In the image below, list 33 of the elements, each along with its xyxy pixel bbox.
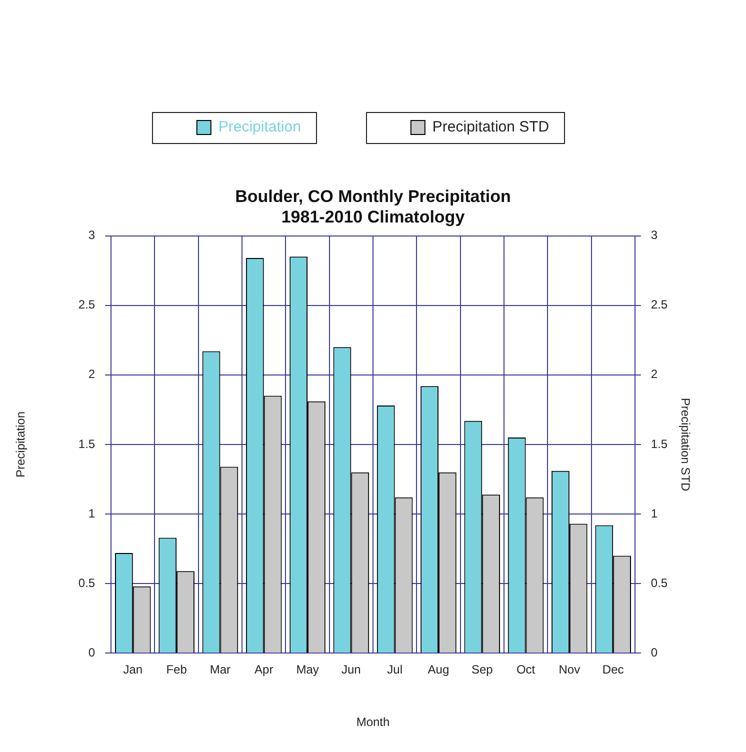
x-axis-title: Month: [356, 715, 390, 730]
x-tick-label: Apr: [254, 662, 274, 677]
y-tick-label: 1.5: [78, 436, 96, 451]
y-tick-label: 2.5: [78, 298, 96, 312]
y2-tick-label: 2: [650, 367, 658, 382]
chart-title: Boulder, CO Monthly Precipitation: [235, 186, 511, 206]
y-axis-title: Precipitation: [14, 411, 28, 478]
x-tick-label: Oct: [516, 662, 536, 677]
y-tick-label: 0: [88, 646, 96, 660]
x-tick-label: Sep: [471, 662, 494, 677]
y-tick-label: 2: [88, 367, 96, 382]
x-tick-label: Aug: [428, 662, 450, 677]
chart-subtitle: 1981-2010 Climatology: [281, 207, 466, 226]
y2-tick-label: 0.5: [650, 576, 668, 590]
y-tick-label: 1: [88, 506, 96, 520]
x-tick-label: Jan: [123, 662, 143, 677]
x-tick-label: Jun: [341, 662, 361, 677]
y-tick-label: 0.5: [78, 576, 96, 590]
y2-tick-label: 2.5: [650, 298, 668, 312]
y2-tick-label: 0: [650, 646, 658, 660]
x-tick-label: Dec: [602, 662, 624, 677]
x-tick-label: Nov: [558, 662, 580, 677]
y2-tick-label: 1: [650, 506, 658, 520]
legend-label: Precipitation STD: [432, 118, 550, 136]
x-tick-label: May: [296, 662, 319, 677]
y2-tick-label: 1.5: [650, 436, 668, 451]
legend-label: Precipitation: [218, 118, 301, 136]
x-tick-label: Jul: [387, 662, 402, 677]
x-tick-label: Feb: [166, 662, 188, 677]
y2-axis-title: Precipitation STD: [678, 398, 692, 492]
y2-tick-label: 3: [650, 228, 658, 242]
x-tick-label: Mar: [210, 662, 231, 677]
y-tick-label: 3: [88, 228, 96, 242]
